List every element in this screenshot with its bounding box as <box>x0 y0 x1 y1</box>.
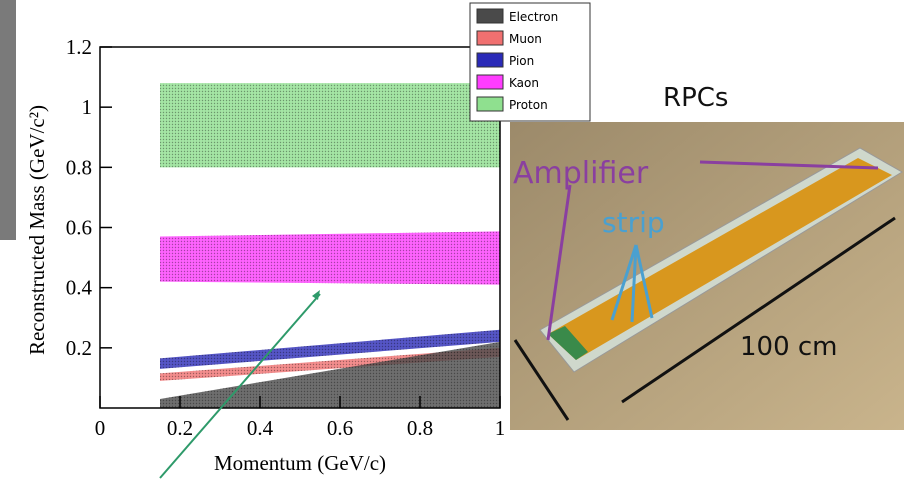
y-axis-label: Reconstructed Mass (GeV/c²) <box>25 105 49 355</box>
legend-label: Proton <box>509 98 548 112</box>
x-tick-label: 0.4 <box>247 416 274 440</box>
legend-swatch <box>477 75 503 89</box>
legend-swatch <box>477 31 503 45</box>
x-tick-label: 1 <box>495 416 506 440</box>
photo-label: Amplifier <box>513 156 649 191</box>
legend-swatch <box>477 53 503 67</box>
legend-swatch <box>477 97 503 111</box>
y-tick-label: 1 <box>82 95 93 119</box>
arrow-head <box>312 290 320 300</box>
legend-label: Kaon <box>509 76 539 90</box>
photo-label: 100 cm <box>740 332 838 362</box>
photo-label: strip <box>602 206 665 239</box>
x-tick-label: 0.2 <box>167 416 193 440</box>
y-tick-label: 1.2 <box>66 35 92 59</box>
y-tick-label: 0.6 <box>66 216 92 240</box>
photo-fragment <box>0 0 16 240</box>
heading: RPCs <box>663 83 728 113</box>
legend-swatch <box>477 9 503 23</box>
legend-label: Muon <box>509 32 542 46</box>
slide: 0.2 0.4 0.6 0.8 1 1.2 0 0.2 0.4 0.6 0.8 1 Momentum … <box>0 0 904 480</box>
band-texture <box>160 231 500 284</box>
x-tick-label: 0.8 <box>407 416 433 440</box>
y-tick-label: 0.2 <box>66 336 92 360</box>
y-tick-label: 0.4 <box>66 276 93 300</box>
x-axis-label: Momentum (GeV/c) <box>214 451 386 475</box>
y-tick-label: 0.8 <box>66 155 92 179</box>
legend-label: Pion <box>509 54 534 68</box>
photo: Amplifier strip 100 cm <box>510 122 904 430</box>
x-tick-label: 0 <box>95 416 106 440</box>
band-texture <box>160 83 500 167</box>
legend-label: Electron <box>509 10 558 24</box>
x-tick-label: 0.6 <box>327 416 353 440</box>
